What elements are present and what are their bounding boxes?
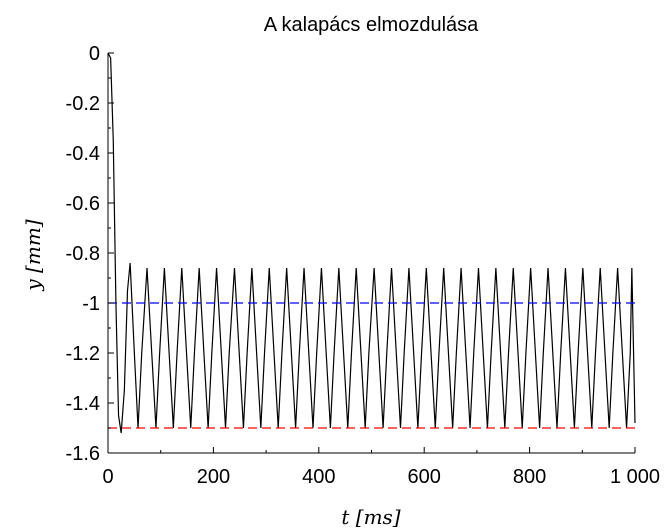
- y-tick-label: -1: [82, 293, 100, 315]
- x-tick-label: 1 000: [610, 466, 660, 488]
- y-axis-label: y [mm]: [21, 219, 45, 291]
- chart-title: A kalapács elmozdulása: [264, 14, 479, 36]
- x-tick-label: 200: [197, 466, 230, 488]
- x-axis: 0 200 400 600 800 1 000: [102, 447, 660, 488]
- y-tick-label: -1.6: [66, 443, 100, 465]
- plot-area: [107, 52, 636, 434]
- y-tick-label: -0.6: [66, 193, 100, 215]
- y-tick-label: 0: [89, 43, 100, 65]
- series-line-0: [107, 52, 636, 434]
- x-tick-label: 800: [513, 466, 546, 488]
- y-tick-label: -0.8: [66, 243, 100, 265]
- x-tick-label: 600: [408, 466, 441, 488]
- x-tick-label: 400: [302, 466, 335, 488]
- y-tick-label: -0.2: [66, 93, 100, 115]
- x-tick-label: 0: [102, 466, 113, 488]
- y-tick-label: -0.4: [66, 143, 100, 165]
- y-tick-label: -1.2: [66, 343, 100, 365]
- y-tick-label: -1.4: [66, 393, 100, 415]
- y-axis: 0 -0.2 -0.4 -0.6 -0.8 -1 -1.2 -1.4 -1.6: [66, 43, 114, 465]
- x-axis-label: t [ms]: [341, 505, 400, 529]
